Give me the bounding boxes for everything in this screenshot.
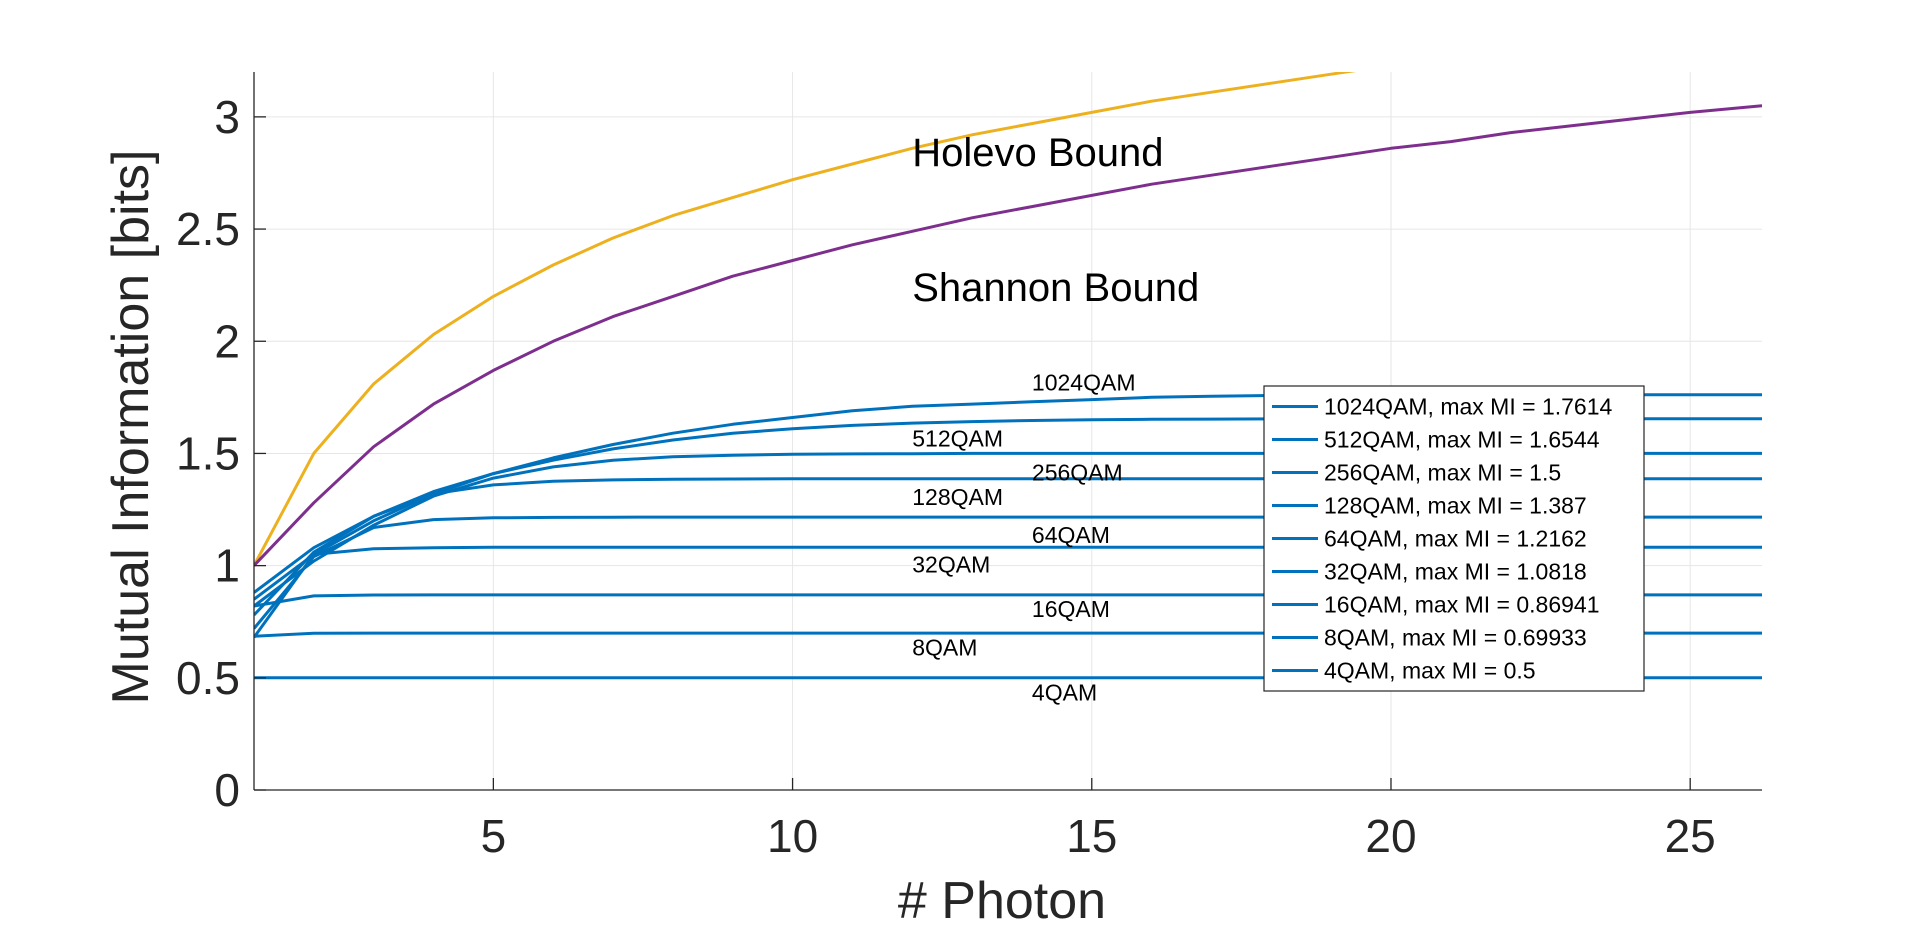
- y-tick-label: 2: [214, 315, 240, 367]
- x-tick-label: 25: [1665, 810, 1716, 862]
- legend-entry-label: 16QAM, max MI = 0.86941: [1324, 592, 1600, 618]
- annotation-8qam: 8QAM: [912, 634, 977, 660]
- legend-entry-label: 512QAM, max MI = 1.6544: [1324, 427, 1600, 453]
- annotation-shannon-bound: Shannon Bound: [912, 266, 1199, 310]
- legend-entry-label: 4QAM, max MI = 0.5: [1324, 658, 1536, 684]
- annotation-512qam: 512QAM: [912, 426, 1003, 452]
- annotation-holevo-bound: Holevo Bound: [912, 131, 1163, 175]
- legend-entry-label: 32QAM, max MI = 1.0818: [1324, 559, 1587, 585]
- y-axis-label: Mutual Information [bits]: [102, 150, 160, 705]
- x-tick-label: 5: [481, 810, 507, 862]
- annotation-4qam: 4QAM: [1032, 679, 1097, 705]
- y-tick-label: 2.5: [176, 203, 240, 255]
- annotation-64qam: 64QAM: [1032, 522, 1110, 548]
- y-tick-label: 3: [214, 91, 240, 143]
- x-axis-label: # Photon: [898, 872, 1106, 926]
- x-tick-label: 15: [1066, 810, 1117, 862]
- annotation-1024qam: 1024QAM: [1032, 370, 1136, 396]
- annotation-16qam: 16QAM: [1032, 596, 1110, 622]
- annotation-32qam: 32QAM: [912, 551, 990, 577]
- y-tick-label: 0: [214, 764, 240, 816]
- legend: 1024QAM, max MI = 1.7614 512QAM, max MI =…: [1264, 386, 1644, 691]
- legend-entry-label: 256QAM, max MI = 1.5: [1324, 460, 1561, 486]
- annotation-128qam: 128QAM: [912, 484, 1003, 510]
- x-tick-label: 10: [767, 810, 818, 862]
- legend-entry-label: 1024QAM, max MI = 1.7614: [1324, 394, 1612, 420]
- x-tick-label: 20: [1365, 810, 1416, 862]
- legend-entry-label: 64QAM, max MI = 1.2162: [1324, 526, 1587, 552]
- y-tick-label: 0.5: [176, 652, 240, 704]
- y-tick-label: 1: [214, 540, 240, 592]
- legend-entry-label: 8QAM, max MI = 0.69933: [1324, 625, 1587, 651]
- y-tick-label: 1.5: [176, 427, 240, 479]
- annotation-256qam: 256QAM: [1032, 459, 1123, 485]
- legend-entry-label: 128QAM, max MI = 1.387: [1324, 493, 1587, 519]
